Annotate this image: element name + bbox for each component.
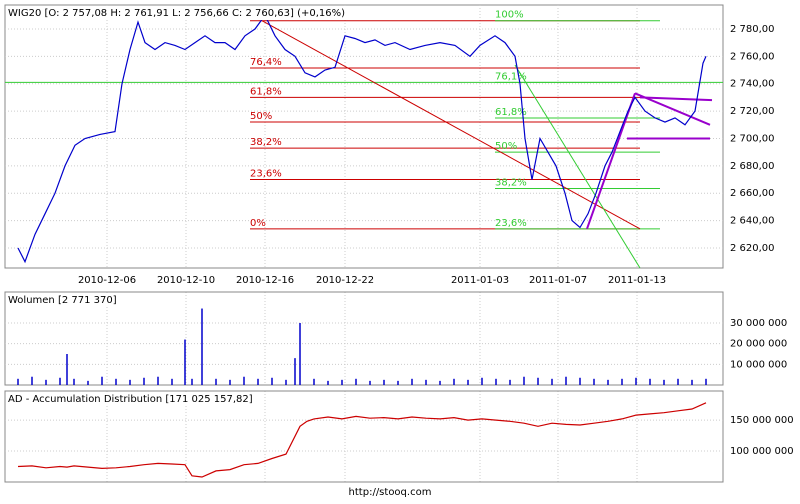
y-tick-label: 2 760,00 — [730, 51, 775, 62]
y-tick-label: 2 680,00 — [730, 161, 775, 172]
fib-label: 100% — [495, 10, 524, 21]
legend-box — [6, 293, 121, 307]
panel-title: Wolumen [2 771 370] — [8, 295, 117, 306]
x-tick-label: 2011-01-03 — [451, 275, 509, 286]
legend-box — [6, 6, 350, 20]
y-tick-label: 2 720,00 — [730, 106, 775, 117]
fib-label: 38,2% — [250, 137, 282, 148]
y-tick-label: 150 000 000 — [730, 415, 794, 426]
y-tick-label: 2 660,00 — [730, 188, 775, 199]
fib-label: 61,8% — [250, 86, 282, 97]
y-tick-label: 2 740,00 — [730, 79, 775, 90]
y-tick-label: 10 000 000 — [730, 359, 787, 370]
panel-title: WIG20 [O: 2 757,08 H: 2 761,91 L: 2 756,… — [8, 8, 345, 19]
fib-label: 23,6% — [250, 169, 282, 180]
fib-label: 23,6% — [495, 218, 527, 229]
fib-label: 61,8% — [495, 107, 527, 118]
trendline — [639, 96, 713, 102]
fib-label: 50% — [495, 141, 517, 152]
y-tick-label: 2 780,00 — [730, 24, 775, 35]
trendline — [514, 64, 641, 269]
x-tick-label: 2011-01-07 — [529, 275, 587, 286]
panel-frame — [4, 4, 724, 269]
legend-box — [6, 392, 257, 406]
x-tick-label: 2011-01-13 — [608, 275, 666, 286]
footer: http://stooq.com — [349, 487, 432, 498]
fib-label: 38,2% — [495, 177, 527, 188]
y-tick-label: 2 620,00 — [730, 243, 775, 254]
x-tick-label: 2010-12-10 — [157, 275, 215, 286]
y-tick-label: 30 000 000 — [730, 318, 787, 329]
series-line — [17, 14, 707, 264]
x-tick-label: 2010-12-16 — [236, 275, 294, 286]
fib-label: 76,4% — [250, 57, 282, 68]
series-line — [17, 402, 707, 478]
trendline — [261, 20, 641, 230]
x-tick-label: 2010-12-22 — [316, 275, 374, 286]
y-tick-label: 2 640,00 — [730, 216, 775, 227]
fib-label: 76,1% — [495, 71, 527, 82]
fib-label: 50% — [250, 111, 272, 122]
trendline — [586, 92, 636, 230]
x-tick-label: 2010-12-06 — [78, 275, 136, 286]
y-tick-label: 100 000 000 — [730, 446, 794, 457]
panel-frame — [4, 390, 724, 483]
panel-frame — [4, 291, 724, 386]
panel-title: AD - Accumulation Distribution [171 025 … — [8, 394, 253, 405]
y-tick-label: 2 700,00 — [730, 133, 775, 144]
fib-label: 0% — [250, 218, 266, 229]
y-tick-label: 20 000 000 — [730, 339, 787, 350]
